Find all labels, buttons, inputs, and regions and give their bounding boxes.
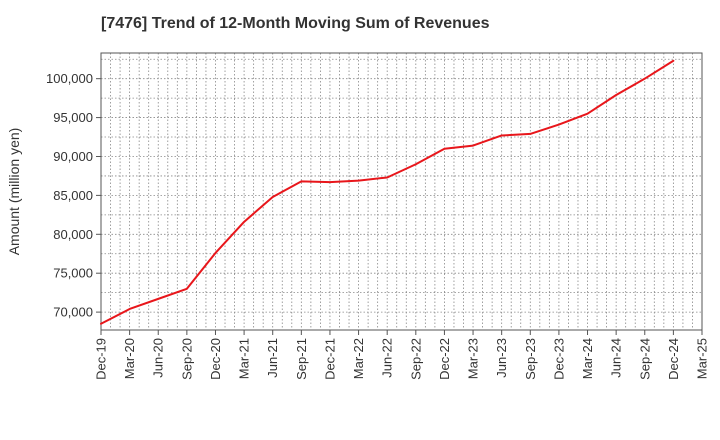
x-tick-label: Sep-22	[408, 338, 423, 380]
plot-area	[100, 52, 703, 331]
x-tick-label: Sep-21	[294, 338, 309, 380]
x-tick-label: Jun-23	[494, 338, 509, 378]
x-tick-label: Sep-20	[179, 338, 194, 380]
grid-lines	[101, 53, 702, 330]
x-tick-label: Mar-25	[695, 338, 710, 379]
y-tick-label: 70,000	[53, 305, 93, 320]
x-tick-label: Jun-20	[151, 338, 166, 378]
x-tick-label: Dec-22	[437, 338, 452, 380]
x-tick-label: Jun-21	[265, 338, 280, 378]
x-tick-label: Mar-20	[122, 338, 137, 379]
y-tick-label: 75,000	[53, 266, 93, 281]
x-tick-label: Sep-23	[523, 338, 538, 380]
x-tick-label: Sep-24	[637, 338, 652, 380]
series-layer	[100, 59, 675, 325]
axis-ticks	[96, 78, 703, 335]
y-tick-label: 80,000	[53, 227, 93, 242]
x-tick-label: Dec-20	[208, 338, 223, 380]
y-axis-title: Amount (million yen)	[6, 128, 22, 256]
x-tick-label: Dec-19	[94, 338, 109, 380]
x-tick-label: Mar-23	[466, 338, 481, 379]
revenue-series-line	[100, 59, 675, 325]
y-tick-label: 100,000	[46, 71, 93, 86]
x-tick-label: Mar-24	[580, 338, 595, 379]
x-tick-label: Dec-23	[551, 338, 566, 380]
tick-labels: 70,000 75,000 80,000 85,000 90,000 95,000 100,…	[46, 71, 710, 380]
y-tick-label: 85,000	[53, 188, 93, 203]
x-tick-label: Dec-24	[666, 338, 681, 380]
y-tick-label: 90,000	[53, 149, 93, 164]
x-tick-label: Mar-22	[351, 338, 366, 379]
x-tick-label: Jun-24	[609, 338, 624, 378]
x-tick-label: Mar-21	[237, 338, 252, 379]
x-tick-label: Dec-21	[322, 338, 337, 380]
chart-title: [7476] Trend of 12-Month Moving Sum of R…	[101, 15, 490, 32]
x-tick-label: Jun-22	[380, 338, 395, 378]
y-tick-label: 95,000	[53, 110, 93, 125]
